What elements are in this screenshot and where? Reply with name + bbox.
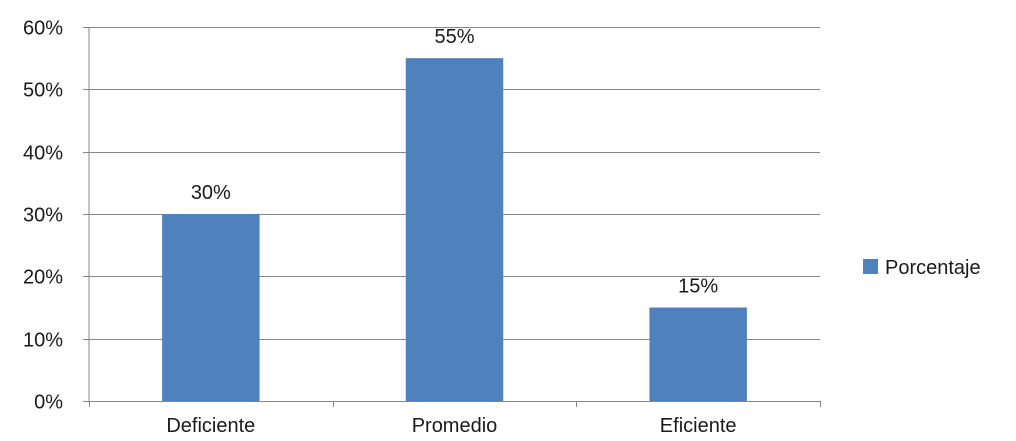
data-label: 30% bbox=[191, 182, 231, 204]
x-axis-category-labels: Deficiente Promedio Eficiente bbox=[166, 415, 736, 437]
legend: Porcentaje bbox=[863, 257, 981, 279]
data-labels: 30% 55% 15% bbox=[191, 26, 719, 297]
x-category-label: Promedio bbox=[412, 415, 498, 437]
x-category-label: Deficiente bbox=[166, 415, 255, 437]
y-tick-label: 30% bbox=[23, 205, 63, 227]
y-tick-label: 10% bbox=[23, 330, 63, 352]
legend-swatch bbox=[863, 259, 878, 274]
data-label: 55% bbox=[434, 26, 474, 48]
y-tick-label: 0% bbox=[34, 392, 63, 414]
y-axis-tick-labels: 0% 10% 20% 30% 40% 50% 60% bbox=[23, 18, 63, 414]
y-tick-label: 40% bbox=[23, 143, 63, 165]
legend-label: Porcentaje bbox=[885, 257, 981, 279]
y-tick-label: 60% bbox=[23, 18, 63, 40]
y-tick-label: 20% bbox=[23, 267, 63, 289]
bar-deficiente bbox=[162, 214, 260, 401]
bar-eficiente bbox=[649, 307, 747, 401]
bar-promedio bbox=[405, 58, 504, 402]
y-tick-label: 50% bbox=[23, 80, 63, 102]
x-category-label: Eficiente bbox=[660, 415, 737, 437]
bars bbox=[162, 58, 747, 402]
data-label: 15% bbox=[678, 276, 718, 298]
